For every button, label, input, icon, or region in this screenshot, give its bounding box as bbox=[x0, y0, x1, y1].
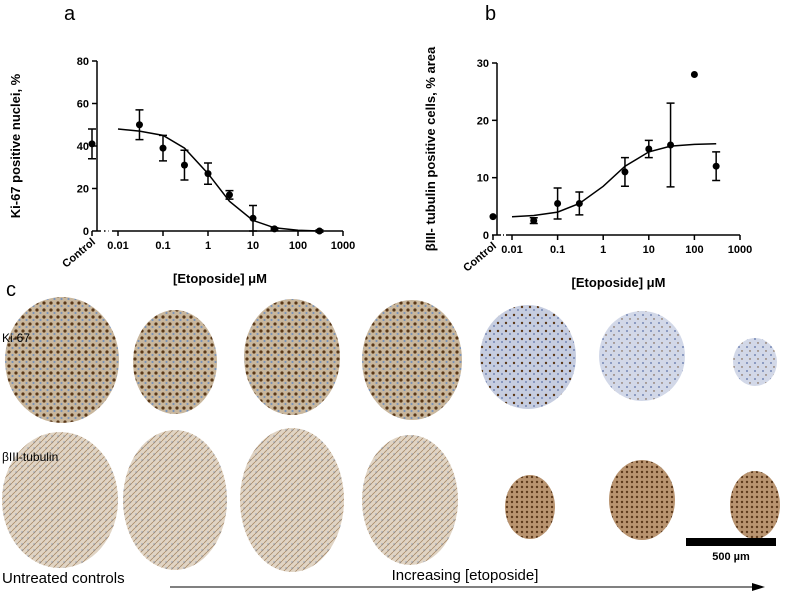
micrograph bbox=[123, 430, 227, 570]
panel-label: a bbox=[64, 3, 76, 25]
row-label: Ki-67 bbox=[2, 331, 30, 345]
x-tick-label: 1 bbox=[205, 240, 211, 252]
micrograph bbox=[362, 435, 458, 565]
x-tick-label: 10 bbox=[247, 240, 259, 252]
data-point bbox=[575, 199, 583, 207]
data-point bbox=[225, 191, 233, 199]
x-tick-label: 100 bbox=[289, 240, 307, 252]
caption: Untreated controls bbox=[2, 570, 125, 587]
micrograph bbox=[480, 305, 576, 409]
micrograph bbox=[5, 297, 119, 423]
x-tick-label: 0.01 bbox=[107, 240, 128, 252]
fit-curve bbox=[511, 143, 717, 218]
data-point bbox=[270, 225, 278, 233]
y-axis-title: βIII- tubulin positive cells, % area bbox=[423, 46, 438, 251]
micrograph bbox=[133, 310, 217, 414]
data-point bbox=[135, 121, 143, 129]
y-tick-label: 30 bbox=[477, 58, 489, 70]
y-tick-label: 20 bbox=[77, 184, 89, 196]
micrograph bbox=[599, 311, 685, 401]
control-point bbox=[88, 140, 96, 148]
data-point bbox=[621, 168, 629, 176]
y-tick-label: 0 bbox=[83, 226, 89, 238]
data-point bbox=[530, 217, 538, 225]
x-tick-label: 10 bbox=[643, 244, 655, 256]
data-point bbox=[645, 145, 653, 153]
data-point bbox=[204, 170, 212, 178]
x-tick-label: 0.1 bbox=[155, 240, 170, 252]
micrograph bbox=[244, 299, 340, 415]
x-axis-title: [Etoposide] μM bbox=[173, 271, 267, 286]
data-point bbox=[712, 162, 720, 170]
panel-label: b bbox=[485, 3, 496, 25]
row-label: βIII-tubulin bbox=[2, 450, 58, 464]
data-point bbox=[554, 199, 562, 207]
data-point bbox=[249, 214, 257, 222]
x-axis-title: [Etoposide] μM bbox=[572, 275, 666, 290]
micrographs bbox=[2, 297, 780, 572]
micrograph bbox=[240, 428, 344, 572]
y-tick-label: 60 bbox=[77, 99, 89, 111]
x-tick-label: Control bbox=[461, 240, 499, 274]
caption: Increasing [etoposide] bbox=[392, 567, 539, 584]
micrograph bbox=[730, 471, 780, 539]
x-tick-label: 1000 bbox=[331, 240, 355, 252]
y-tick-label: 10 bbox=[477, 173, 489, 185]
control-point bbox=[489, 213, 497, 221]
y-tick-label: 0 bbox=[483, 230, 489, 242]
data-point bbox=[180, 161, 188, 169]
data-point bbox=[159, 144, 167, 152]
micrograph bbox=[362, 300, 462, 420]
fit-curve bbox=[117, 128, 320, 232]
x-tick-label: 100 bbox=[685, 244, 703, 256]
x-tick-label: Control bbox=[60, 236, 98, 270]
y-axis-title: Ki-67 positive nuclei, % bbox=[8, 73, 23, 218]
micrograph bbox=[505, 475, 555, 539]
x-tick-label: 0.1 bbox=[550, 244, 565, 256]
y-tick-label: 80 bbox=[77, 56, 89, 68]
x-tick-label: 1000 bbox=[728, 244, 752, 256]
micrograph bbox=[609, 460, 675, 540]
data-point bbox=[315, 227, 323, 235]
data-point bbox=[690, 70, 698, 78]
micrograph bbox=[2, 432, 118, 568]
y-tick-label: 20 bbox=[477, 115, 489, 127]
x-tick-label: 0.01 bbox=[501, 244, 522, 256]
scale-label: 500 µm bbox=[712, 551, 750, 563]
scale-bar bbox=[686, 538, 776, 546]
data-point bbox=[667, 141, 675, 149]
y-tick-label: 40 bbox=[77, 141, 89, 153]
micrograph bbox=[733, 338, 777, 386]
panel-label: c bbox=[6, 279, 16, 301]
arrow-head bbox=[752, 583, 765, 591]
x-tick-label: 1 bbox=[600, 244, 606, 256]
